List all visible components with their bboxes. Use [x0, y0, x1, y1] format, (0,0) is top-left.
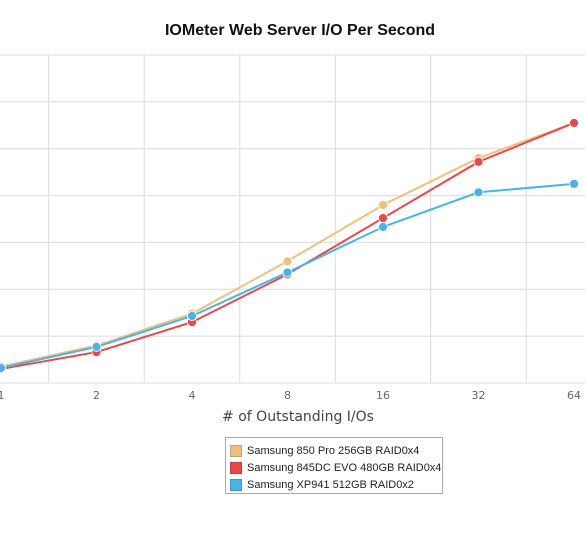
- legend-swatch: [230, 444, 242, 457]
- data-point: [473, 187, 484, 198]
- x-tick-label: 64: [567, 389, 581, 402]
- legend-label: Samsung XP941 512GB RAID0x2: [247, 478, 414, 491]
- data-point: [282, 256, 293, 267]
- x-tick-label: 1: [0, 389, 5, 402]
- data-point: [91, 342, 102, 352]
- x-tick-label: 16: [376, 389, 390, 402]
- chart-title: IOMeter Web Server I/O Per Second: [165, 22, 435, 39]
- data-point: [569, 178, 579, 189]
- grid: [0, 54, 585, 384]
- legend-swatch: [230, 461, 242, 474]
- data-point: [473, 156, 484, 167]
- series-3: [0, 178, 579, 373]
- legend-item: Samsung 850 Pro 256GB RAID0x4: [226, 442, 442, 459]
- legend-swatch: [230, 478, 242, 491]
- data-point: [0, 363, 6, 373]
- data-point: [378, 222, 388, 232]
- legend: Samsung 850 Pro 256GB RAID0x4 Samsung 84…: [225, 437, 443, 494]
- data-point: [378, 213, 388, 223]
- series-layer: [0, 118, 579, 374]
- data-point: [187, 311, 197, 321]
- legend-label: Samsung 845DC EVO 480GB RAID0x4: [247, 461, 442, 474]
- data-point: [282, 267, 293, 278]
- x-axis-title: # of Outstanding I/Os: [222, 409, 374, 425]
- series-line: [0, 122, 575, 368]
- data-point: [569, 118, 579, 128]
- x-tick-label: 4: [189, 389, 196, 402]
- series-line: [0, 122, 575, 370]
- x-tick-labels: 1 2 4 8 16 32 64: [0, 389, 581, 402]
- legend-item: Samsung 845DC EVO 480GB RAID0x4: [226, 459, 442, 476]
- legend-label: Samsung 850 Pro 256GB RAID0x4: [247, 444, 420, 457]
- x-tick-label: 32: [472, 389, 486, 402]
- series-2: [0, 118, 579, 374]
- x-tick-label: 8: [284, 389, 291, 402]
- x-tick-label: 2: [93, 389, 100, 402]
- data-point: [378, 200, 388, 210]
- legend-item: Samsung XP941 512GB RAID0x2: [226, 476, 442, 493]
